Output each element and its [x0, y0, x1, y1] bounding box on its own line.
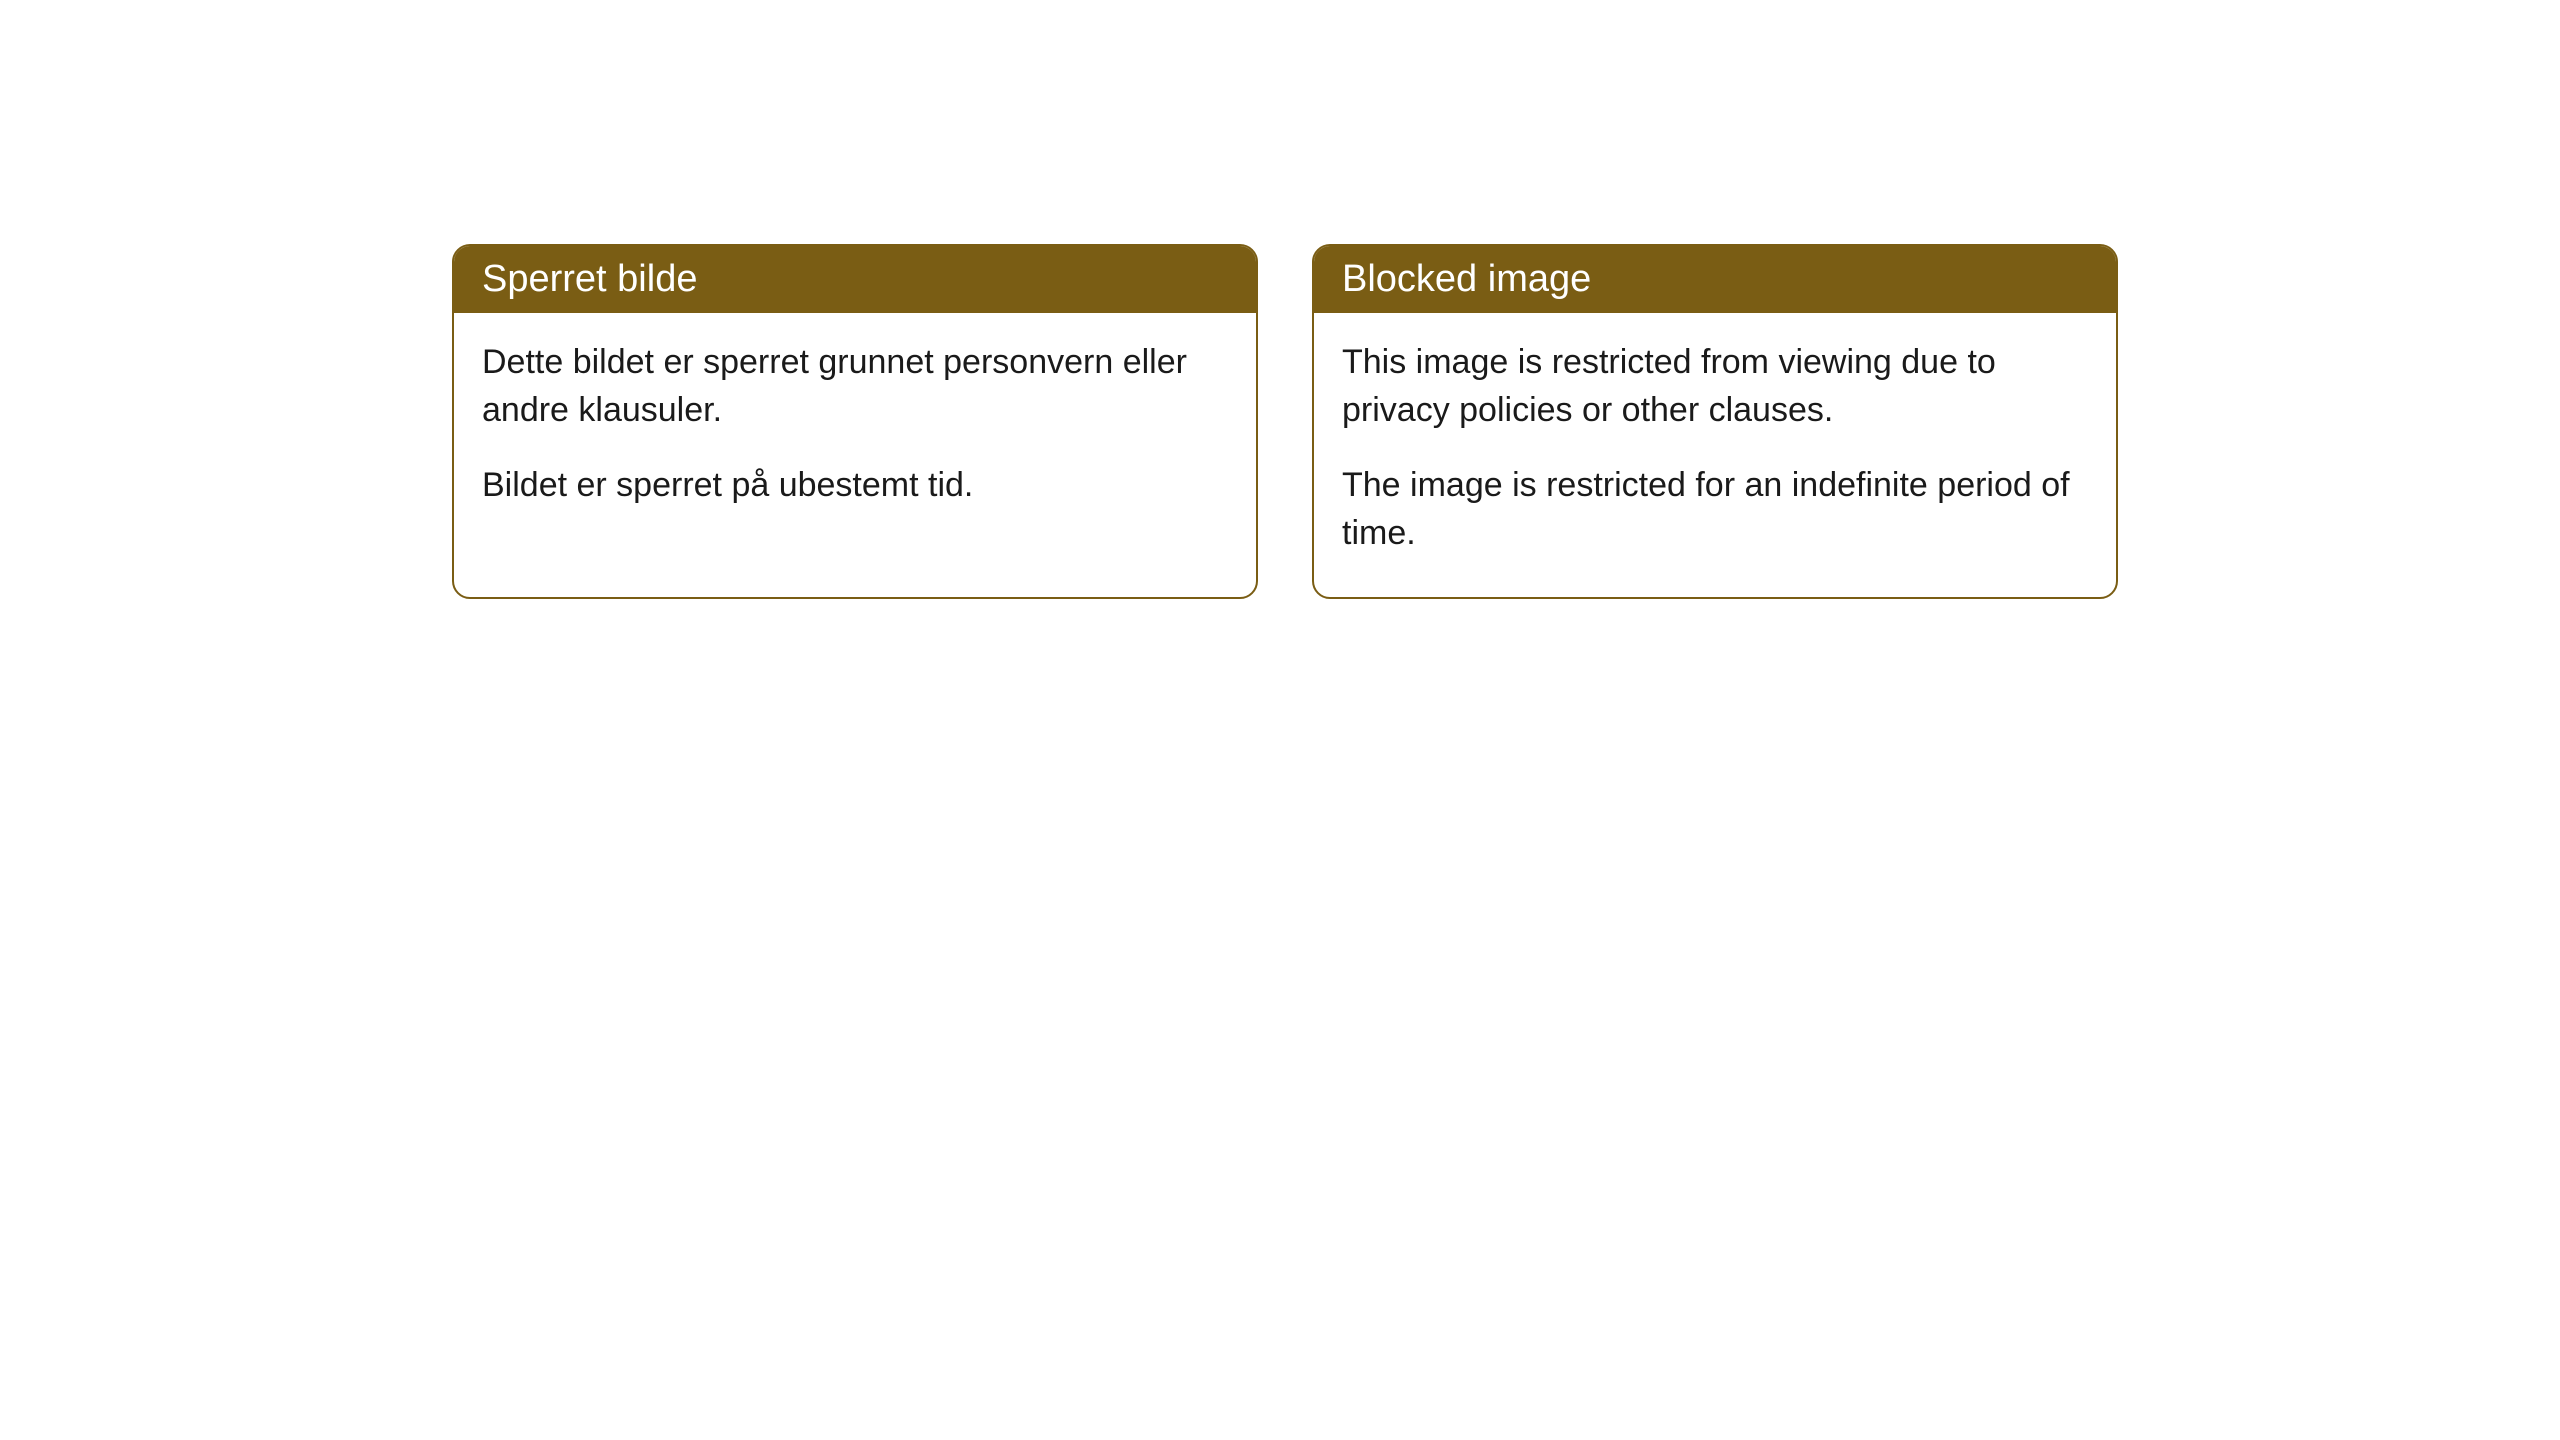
card-paragraph: The image is restricted for an indefinit…	[1342, 462, 2088, 557]
card-paragraph: Bildet er sperret på ubestemt tid.	[482, 462, 1228, 510]
notification-card-norwegian: Sperret bilde Dette bildet er sperret gr…	[452, 244, 1258, 599]
card-header: Sperret bilde	[454, 246, 1256, 313]
card-body: Dette bildet er sperret grunnet personve…	[454, 313, 1256, 550]
card-paragraph: This image is restricted from viewing du…	[1342, 339, 2088, 434]
card-title: Sperret bilde	[482, 258, 697, 300]
card-body: This image is restricted from viewing du…	[1314, 313, 2116, 597]
notification-cards-container: Sperret bilde Dette bildet er sperret gr…	[452, 244, 2118, 599]
notification-card-english: Blocked image This image is restricted f…	[1312, 244, 2118, 599]
card-title: Blocked image	[1342, 258, 1591, 300]
card-paragraph: Dette bildet er sperret grunnet personve…	[482, 339, 1228, 434]
card-header: Blocked image	[1314, 246, 2116, 313]
